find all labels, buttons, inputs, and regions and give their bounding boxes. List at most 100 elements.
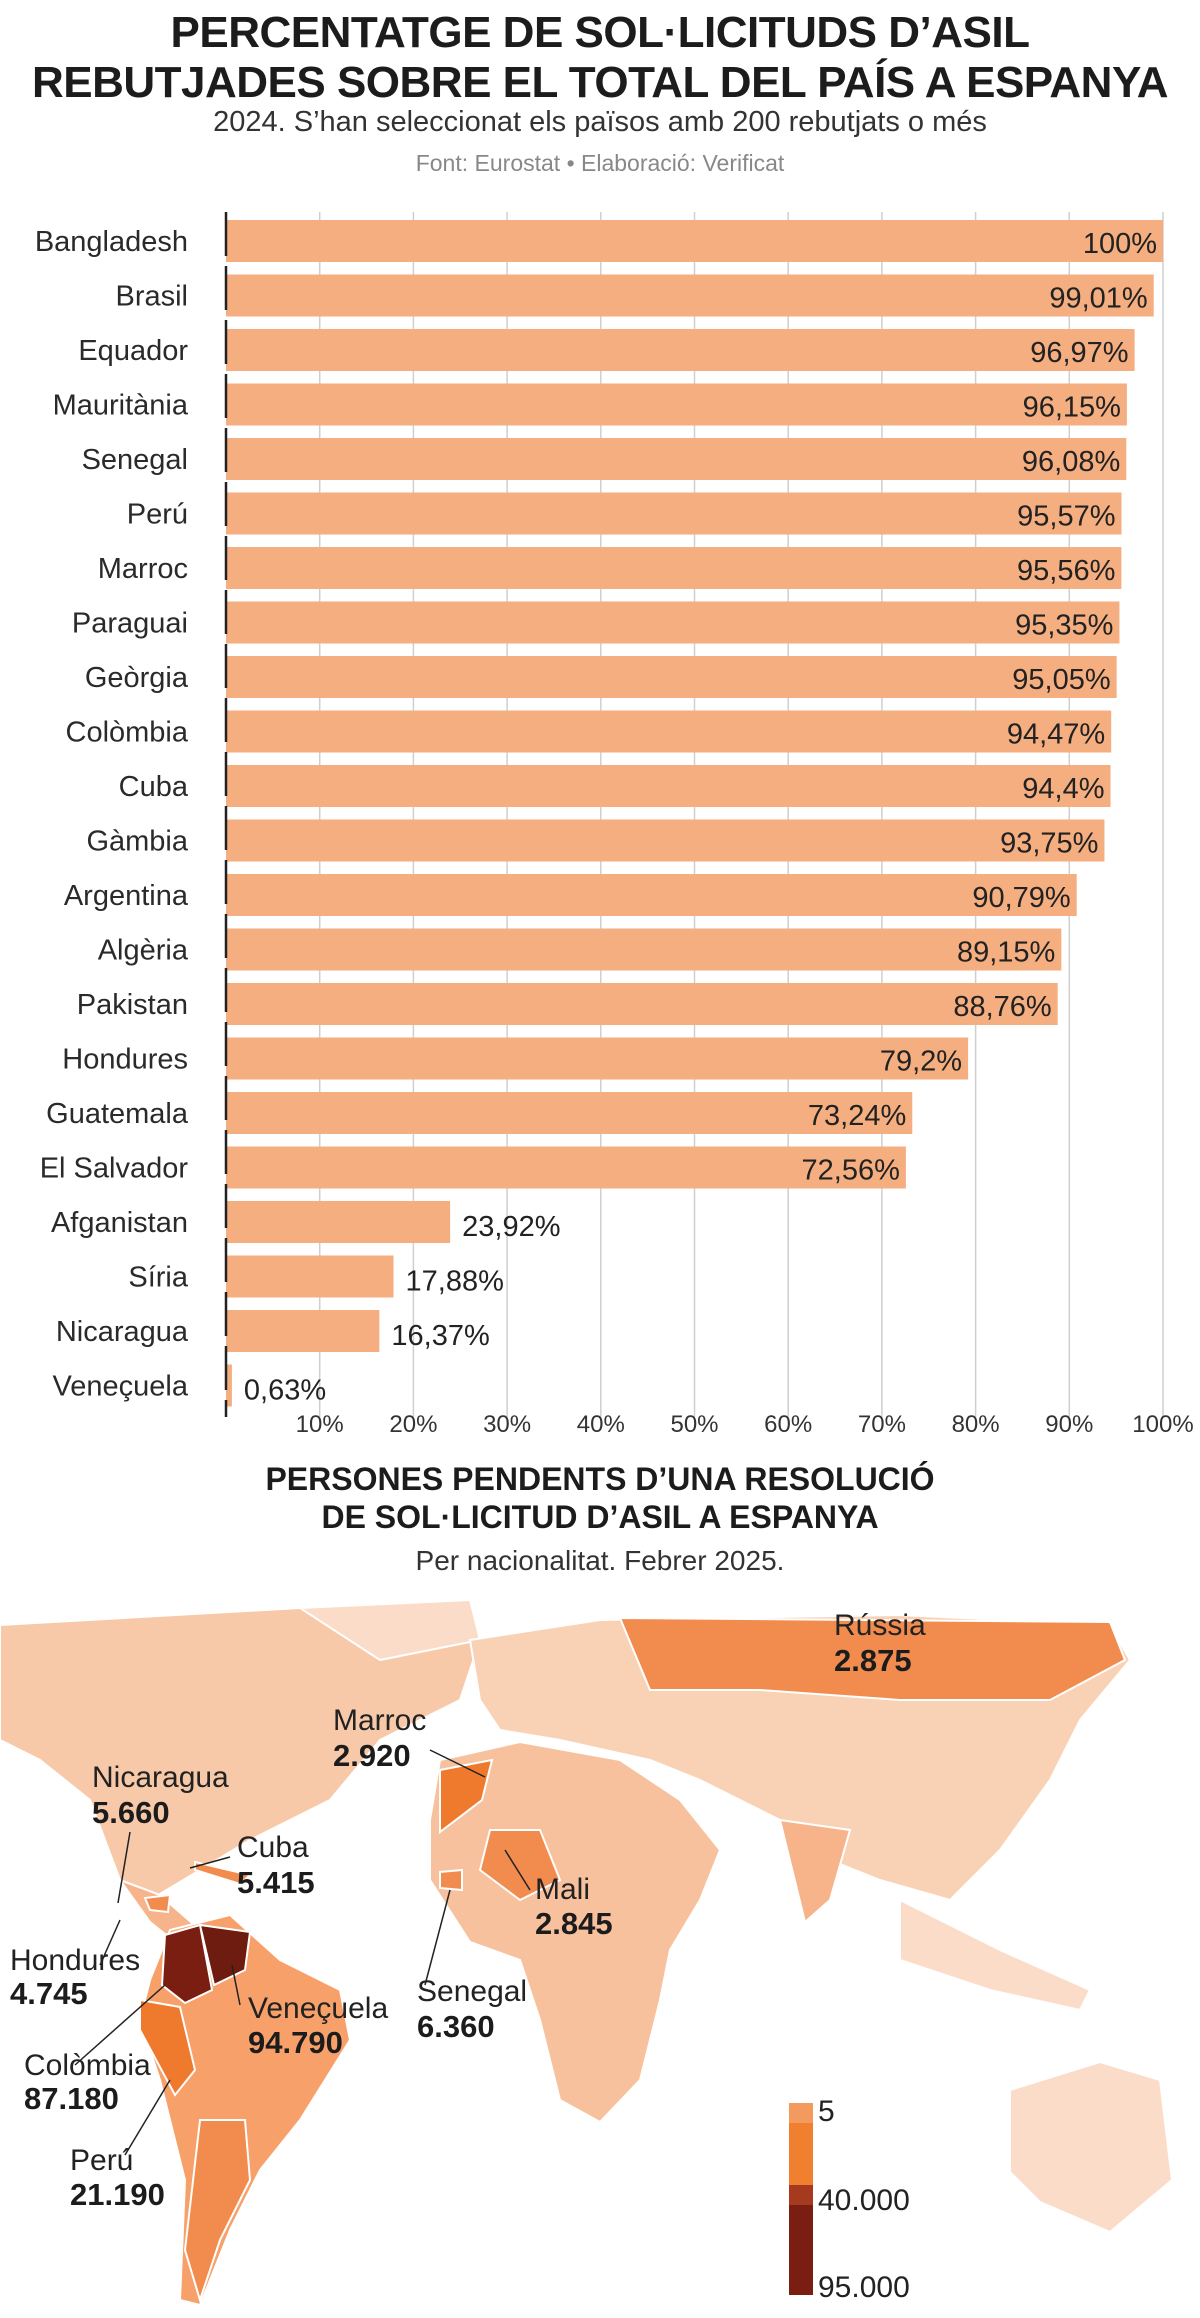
bar: [226, 438, 1127, 480]
map-label-value: 6.360: [417, 2009, 495, 2044]
map-label-value: 87.180: [24, 2081, 119, 2116]
data-label: 99,01%: [1049, 283, 1147, 315]
map-label-name: Mali: [535, 1873, 591, 1906]
map-label-name: Veneçuela: [248, 1992, 389, 2025]
map-label-name: Perú: [70, 2144, 134, 2177]
bar-chart: 10% 20% 30% 40% 50% 60% 70% 80% 90% 100% Banglades…: [35, 212, 1194, 1438]
map-label-value: 5.415: [237, 1865, 315, 1900]
bar: [226, 547, 1122, 589]
category-label: El Salvador: [40, 1153, 189, 1185]
mali: [478, 1829, 562, 1902]
map-title-line: DE SOL·LICITUD D’ASIL A ESPANYA: [321, 1499, 879, 1535]
venezuela: [198, 1923, 252, 1987]
category-label: Bangladesh: [35, 226, 188, 258]
data-label: 96,08%: [1022, 446, 1120, 478]
map-label-name: Nicaragua: [92, 1761, 229, 1794]
bar: [226, 329, 1135, 371]
data-label: 23,92%: [462, 1211, 560, 1243]
bar: [226, 1146, 906, 1189]
bar: [226, 928, 1062, 971]
map-label-value: 2.875: [834, 1643, 912, 1678]
legend-label: 40.000: [818, 2184, 910, 2217]
bar: [226, 220, 1163, 262]
bar: [226, 1310, 380, 1352]
map-label-name: Hondures: [10, 1944, 141, 1977]
map-label-name: Rússia: [834, 1609, 926, 1642]
data-label: 79,2%: [880, 1046, 962, 1078]
map-label-value: 94.790: [248, 2025, 343, 2060]
legend-swatch: [789, 2205, 813, 2295]
category-label: Afganistan: [51, 1207, 188, 1239]
category-label: Nicaragua: [56, 1316, 189, 1348]
bar: [226, 1201, 451, 1243]
data-label: 90,79%: [972, 882, 1070, 914]
category-label: Argentina: [64, 880, 189, 912]
data-label: 95,56%: [1017, 555, 1115, 587]
category-label: Cuba: [119, 771, 189, 803]
map-label-value: 2.920: [333, 1738, 411, 1773]
chart-title-line: PERCENTATGE DE SOL·LICITUDS D’ASIL: [170, 8, 1030, 57]
x-tick-label: 30%: [483, 1411, 531, 1438]
map-title-line: PERSONES PENDENTS D’UNA RESOLUCIÓ: [265, 1461, 935, 1497]
x-tick-label: 90%: [1045, 1411, 1093, 1438]
category-label: Equador: [78, 335, 188, 367]
x-tick-label: 10%: [296, 1411, 344, 1438]
data-label: 72,56%: [802, 1155, 900, 1187]
category-label: Algèria: [98, 935, 189, 967]
category-label: Senegal: [82, 444, 188, 476]
map-label-name: Marroc: [333, 1704, 427, 1737]
bar: [226, 819, 1105, 862]
peru: [139, 1998, 197, 2097]
bar: [226, 656, 1117, 698]
data-label: 94,47%: [1007, 719, 1105, 751]
category-label: Geòrgia: [85, 662, 189, 694]
morocco: [439, 1758, 494, 1835]
category-label: Mauritània: [53, 390, 189, 422]
bar: [226, 492, 1122, 535]
map-label-name: Cuba: [237, 1831, 309, 1864]
bar: [226, 983, 1058, 1025]
bar: [226, 1364, 232, 1407]
chart-source: Font: Eurostat • Elaboració: Verificat: [415, 150, 785, 176]
map-label-value: 2.845: [535, 1906, 613, 1941]
category-label: Perú: [127, 499, 188, 531]
chart-subtitle: 2024. S’han seleccionat els països amb 2…: [213, 106, 987, 138]
legend-swatch: [789, 2103, 813, 2123]
bar: [226, 874, 1077, 916]
map-label-value: 21.190: [70, 2177, 165, 2212]
data-label: 95,05%: [1012, 664, 1110, 696]
bar: [226, 1037, 969, 1080]
colombia: [160, 1923, 214, 2005]
category-label: Marroc: [98, 553, 188, 585]
x-tick-label: 70%: [858, 1411, 906, 1438]
bar: [226, 1092, 913, 1134]
category-label: Colòmbia: [66, 717, 189, 749]
x-tick-label: 50%: [670, 1411, 718, 1438]
map-subtitle: Per nacionalitat. Febrer 2025.: [415, 1545, 785, 1576]
category-label: Paraguai: [72, 608, 188, 640]
india: [778, 1818, 852, 1924]
map-label-name: Senegal: [417, 1975, 528, 2008]
category-label: Hondures: [62, 1044, 188, 1076]
data-label: 96,97%: [1030, 337, 1128, 369]
legend-label: 5: [818, 2095, 835, 2128]
data-label: 88,76%: [953, 991, 1051, 1023]
legend-swatch: [789, 2185, 813, 2205]
map-legend: [789, 2103, 813, 2295]
category-label: Veneçuela: [53, 1371, 189, 1403]
data-label: 16,37%: [391, 1320, 489, 1352]
chart-title-line: REBUTJADES SOBRE EL TOTAL DEL PAÍS A ESP…: [31, 58, 1169, 107]
data-label: 89,15%: [957, 937, 1055, 969]
x-tick-label: 40%: [577, 1411, 625, 1438]
honduras: [143, 1893, 172, 1914]
bar: [226, 601, 1120, 644]
map-label-value: 5.660: [92, 1795, 170, 1830]
russia: [618, 1616, 1127, 1701]
australia: [1009, 2060, 1174, 2234]
map-label-name: Colòmbia: [24, 2049, 151, 2082]
data-label: 94,4%: [1022, 773, 1104, 805]
data-label: 93,75%: [1000, 828, 1098, 860]
data-label: 0,63%: [244, 1375, 326, 1407]
bar: [226, 765, 1111, 807]
